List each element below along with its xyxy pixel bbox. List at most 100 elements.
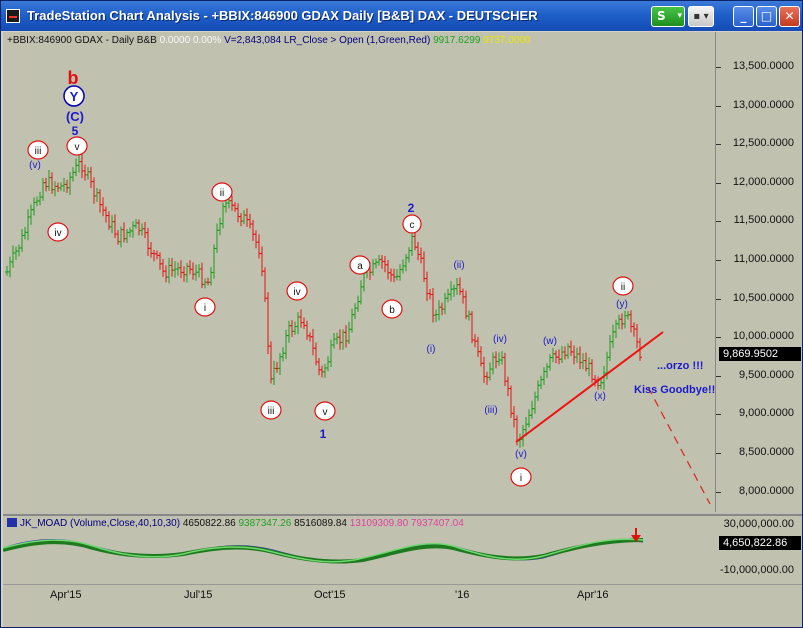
- date-label-apr15: Apr'15: [50, 589, 82, 601]
- wave-labels: b Y (C) 5 iii (v) v iv ii i: [27, 68, 715, 487]
- price-axis-tick: [716, 453, 721, 454]
- label-5: 5: [72, 124, 79, 138]
- label-C: (C): [66, 109, 84, 124]
- label-iv-paren: (iv): [493, 334, 507, 345]
- label-w-paren: (w): [543, 336, 557, 347]
- chevron-down-icon: ▾: [677, 11, 682, 21]
- oscillator-axis[interactable]: 30,000,000.00 -10,000,000.00 4,650,822.8…: [716, 514, 802, 584]
- osc-signal-line: [3, 538, 644, 564]
- minimize-button[interactable]: _: [733, 6, 754, 27]
- price-axis-tick: [716, 414, 721, 416]
- label-iii-mid: iii: [268, 406, 275, 417]
- price-axis-label: 8,000.0000: [738, 484, 794, 497]
- osc-axis-label-bottom: -10,000,000.00: [719, 564, 794, 576]
- osc-value-3: 8516089.84: [294, 518, 347, 529]
- price-axis-label: 8,500.0000: [738, 446, 794, 458]
- last-price-marker: 9,869.9502: [719, 347, 801, 361]
- label-ii-right: ii: [621, 282, 625, 293]
- price-axis-label: 11,500.0000: [733, 214, 794, 227]
- price-axis-tick: [716, 182, 721, 184]
- price-axis[interactable]: 13,500.0000 13,000.0000 12,500.0000 12,000.…: [716, 32, 802, 512]
- date-label-apr16: Apr'16: [577, 589, 609, 601]
- label-v-top: v: [75, 142, 80, 153]
- support-trendline[interactable]: [515, 331, 664, 443]
- label-2: 2: [408, 201, 415, 215]
- title-bar[interactable]: TradeStation Chart Analysis - +BBIX:8469…: [1, 1, 802, 31]
- legend-value-2: 9737.0000: [483, 35, 531, 46]
- legend-value-1: 9917.6299: [433, 35, 481, 46]
- label-1: 1: [320, 427, 327, 441]
- label-iv-mid: iv: [293, 287, 300, 298]
- s-button-label: S: [657, 9, 666, 23]
- osc-last-value-marker: 4,650,822.86: [719, 536, 801, 550]
- legend-symbol: +BBIX:846900 GDAX - Daily B&B: [7, 35, 157, 46]
- osc-name: JK_MOAD (Volume,Close,40,10,30): [20, 518, 181, 529]
- price-pane[interactable]: +BBIX:846900 GDAX - Daily B&B 0.0000 0.0…: [3, 32, 716, 512]
- label-v-paren: (v): [515, 449, 527, 460]
- chart-area[interactable]: +BBIX:846900 GDAX - Daily B&B 0.0000 0.0…: [3, 32, 802, 627]
- close-button[interactable]: ✕: [779, 6, 800, 27]
- price-axis-tick: [716, 105, 721, 107]
- status-s-button[interactable]: S ▾: [651, 6, 685, 27]
- indicator-icon: [7, 518, 17, 527]
- label-b-small: b: [389, 305, 395, 316]
- price-axis-tick: [716, 375, 721, 377]
- price-axis-label: 10,000.0000: [732, 330, 794, 343]
- label-v-mid: v: [323, 407, 328, 418]
- label-iv-top: iv: [54, 228, 61, 239]
- legend-volume: V=2,843,084: [224, 35, 282, 46]
- label-ii-paren: (ii): [453, 260, 464, 271]
- osc-value-4: 13109309.80: [349, 518, 409, 529]
- price-axis-label: 13,000.0000: [732, 98, 794, 111]
- tradestation-app-icon[interactable]: [6, 9, 20, 23]
- price-axis-label: 12,000.0000: [732, 175, 794, 188]
- osc-value-2: 9387347.26: [238, 518, 292, 529]
- label-x-paren: (x): [594, 391, 606, 402]
- date-axis[interactable]: Apr'15 Jul'15 Oct'15 '16 Apr'16: [3, 584, 802, 627]
- label-y-paren: (y): [616, 299, 628, 310]
- label-i-low: i: [520, 473, 522, 484]
- label-b-red: b: [68, 68, 79, 88]
- price-axis-tick: [716, 337, 721, 339]
- price-chart-svg: b Y (C) 5 iii (v) v iv ii i: [5, 68, 715, 505]
- price-axis-tick: [716, 221, 721, 223]
- price-axis-tick: [716, 298, 721, 300]
- label-a: a: [357, 261, 363, 272]
- price-axis-tick: [716, 67, 721, 68]
- annotation-kiss-goodbye: Kiss Goodbye!!: [634, 384, 715, 396]
- label-i-paren: (i): [427, 344, 436, 355]
- price-bars: [5, 153, 642, 448]
- label-iii-paren: (iii): [484, 405, 497, 416]
- label-ii-mid: ii: [220, 188, 224, 199]
- osc-axis-label-top: 30,000,000.00: [723, 518, 794, 530]
- legend-study: LR_Close > Open (1,Green,Red): [283, 35, 431, 46]
- annotation-orzo: ...orzo !!!: [657, 360, 703, 372]
- projection-dashed-line[interactable]: [647, 386, 711, 505]
- label-iii-top: iii: [35, 146, 42, 157]
- label-i-mid: i: [204, 303, 206, 314]
- date-label-16: '16: [455, 589, 470, 601]
- price-legend: +BBIX:846900 GDAX - Daily B&B 0.0000 0.0…: [7, 35, 530, 46]
- price-axis-label: 11,000.0000: [733, 253, 794, 265]
- oscillator-pane[interactable]: JK_MOAD (Volume,Close,40,10,30) 4650822.…: [3, 514, 716, 584]
- label-c: c: [410, 220, 415, 231]
- legend-change: 0.0000 0.00%: [159, 35, 222, 46]
- date-label-oct15: Oct'15: [314, 589, 346, 601]
- price-axis-tick: [716, 260, 721, 261]
- date-label-jul15: Jul'15: [184, 589, 213, 601]
- price-axis-label: 13,500.0000: [732, 60, 794, 72]
- price-axis-label: 12,500.0000: [732, 137, 794, 150]
- label-v-paren-top: (v): [29, 160, 41, 171]
- osc-value-1: 4650822.86: [182, 518, 236, 529]
- tool-icon: ▪: [693, 11, 701, 22]
- price-axis-tick: [716, 491, 721, 493]
- tool-menu-button[interactable]: ▪ ▾: [688, 6, 714, 27]
- oscillator-legend: JK_MOAD (Volume,Close,40,10,30) 4650822.…: [7, 518, 464, 529]
- maximize-button[interactable]: □: [756, 6, 777, 27]
- osc-value-5: 7937407.04: [410, 518, 464, 529]
- oscillator-svg: [3, 528, 644, 564]
- down-arrow-head-icon: [631, 535, 641, 542]
- label-Y: Y: [70, 89, 79, 104]
- price-axis-label: 9,500.0000: [738, 368, 794, 381]
